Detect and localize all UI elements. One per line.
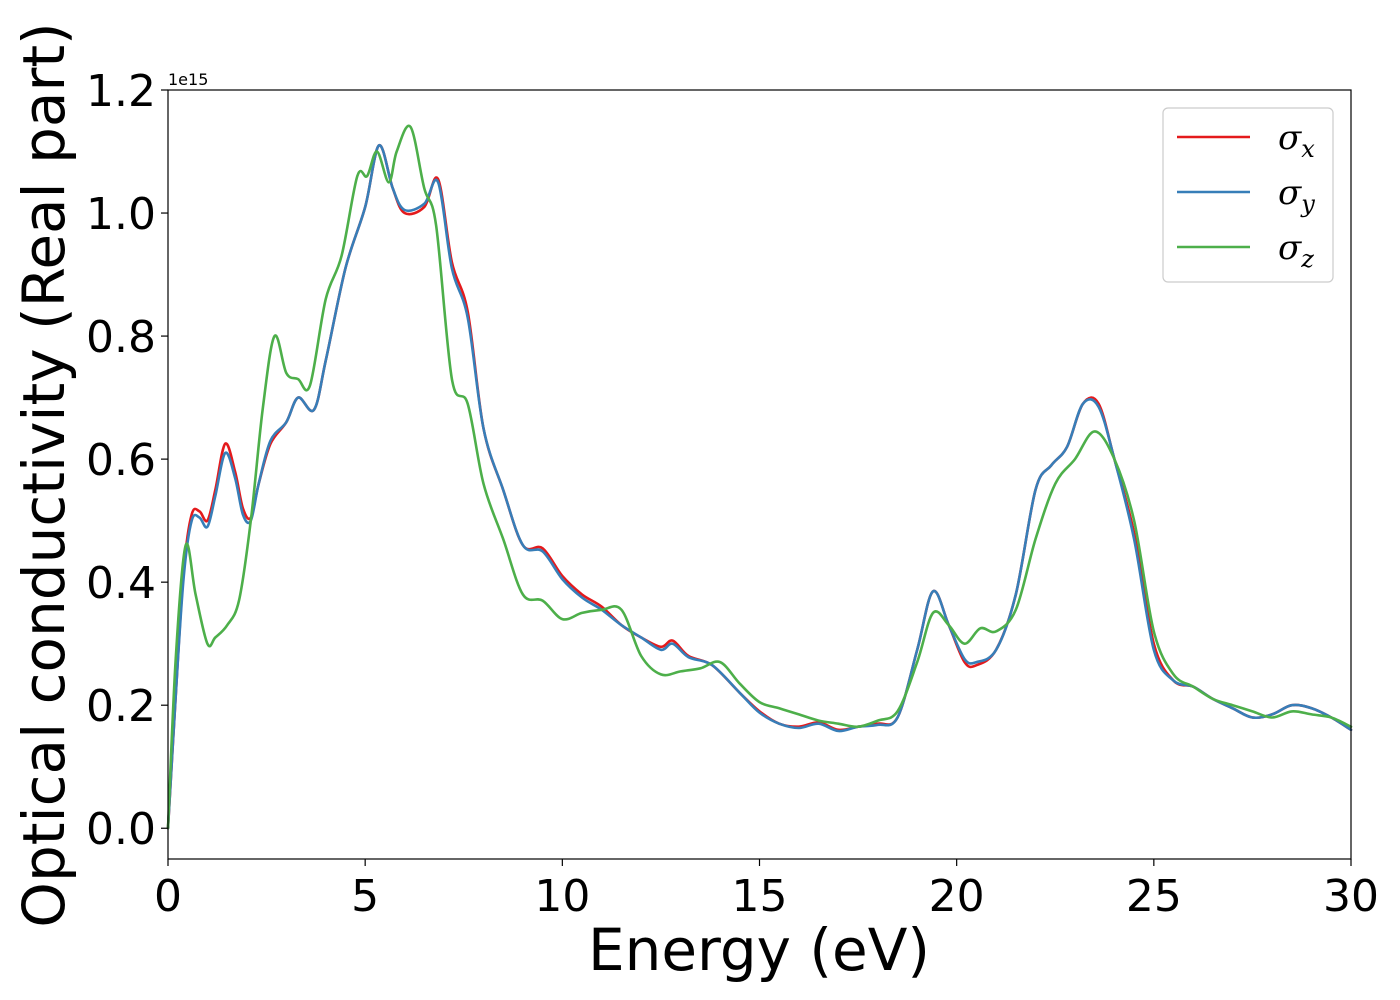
legend-label-sigma-z: σz <box>1278 228 1314 273</box>
x-tick-label: 20 <box>929 871 985 922</box>
x-tick-label: 5 <box>351 871 379 922</box>
y-tick-label: 1.2 <box>86 66 156 117</box>
x-axis-label: Energy (eV) <box>588 916 930 984</box>
x-axis: 0 5 10 15 20 25 30 <box>154 859 1379 922</box>
series-line-sigma-z <box>166 124 1353 830</box>
y-tick-label: 0.8 <box>86 312 156 363</box>
x-tick-label: 30 <box>1323 871 1379 922</box>
y-axis: 0.0 0.2 0.4 0.6 0.8 1.0 1.2 <box>86 66 168 855</box>
y-tick-label: 0.6 <box>86 435 156 486</box>
legend: σx σy σz <box>1162 107 1334 283</box>
y-tick-label: 1.0 <box>86 189 156 240</box>
x-tick-label: 10 <box>534 871 590 922</box>
x-tick-label: 0 <box>154 871 182 922</box>
legend-label-sigma-y: σy <box>1278 173 1315 218</box>
legend-box <box>1162 107 1334 283</box>
y-tick-label: 0.4 <box>86 558 156 609</box>
y-tick-label: 0.2 <box>86 681 156 732</box>
series-layer <box>166 124 1353 830</box>
y-offset-label: 1e15 <box>168 70 208 89</box>
x-tick-label: 15 <box>732 871 788 922</box>
legend-label-sigma-x: σx <box>1278 118 1315 163</box>
y-tick-label: 0.0 <box>86 804 156 855</box>
x-tick-label: 25 <box>1126 871 1182 922</box>
y-axis-label: Optical conductivity (Real part) <box>10 22 78 927</box>
